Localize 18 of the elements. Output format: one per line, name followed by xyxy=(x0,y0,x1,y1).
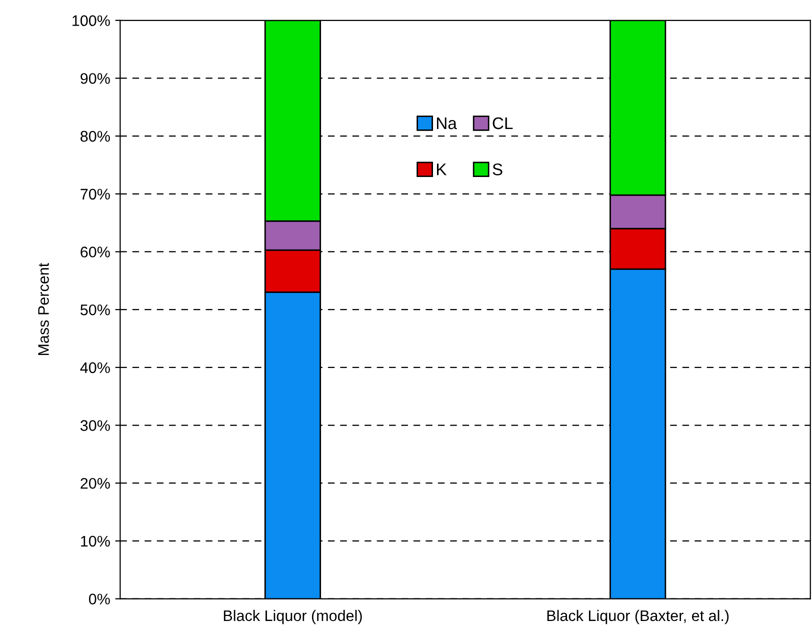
y-tick-label: 60% xyxy=(80,246,110,258)
x-tick-label: Black Liquor (Baxter, et al.) xyxy=(547,610,729,624)
legend-label: S xyxy=(492,164,502,176)
y-tick-label: 40% xyxy=(80,362,110,374)
y-tick-label: 80% xyxy=(80,130,110,142)
y-tick-label: 10% xyxy=(81,536,110,547)
y-tick-label: 20% xyxy=(80,478,110,489)
y-tick-label: 50% xyxy=(80,304,110,316)
legend-label: K xyxy=(437,164,447,176)
y-axis-title: Mass Percent xyxy=(38,262,49,356)
y-tick-label: 90% xyxy=(80,73,110,84)
legend-label: CL xyxy=(492,117,513,130)
x-tick-label: Black Liquor (model) xyxy=(224,610,362,624)
y-tick-label: 0% xyxy=(88,594,110,604)
y-tick-label: 100% xyxy=(72,15,110,26)
y-tick-label: 70% xyxy=(80,188,110,200)
legend-label: Na xyxy=(437,118,457,130)
y-tick-label: 30% xyxy=(80,420,110,431)
